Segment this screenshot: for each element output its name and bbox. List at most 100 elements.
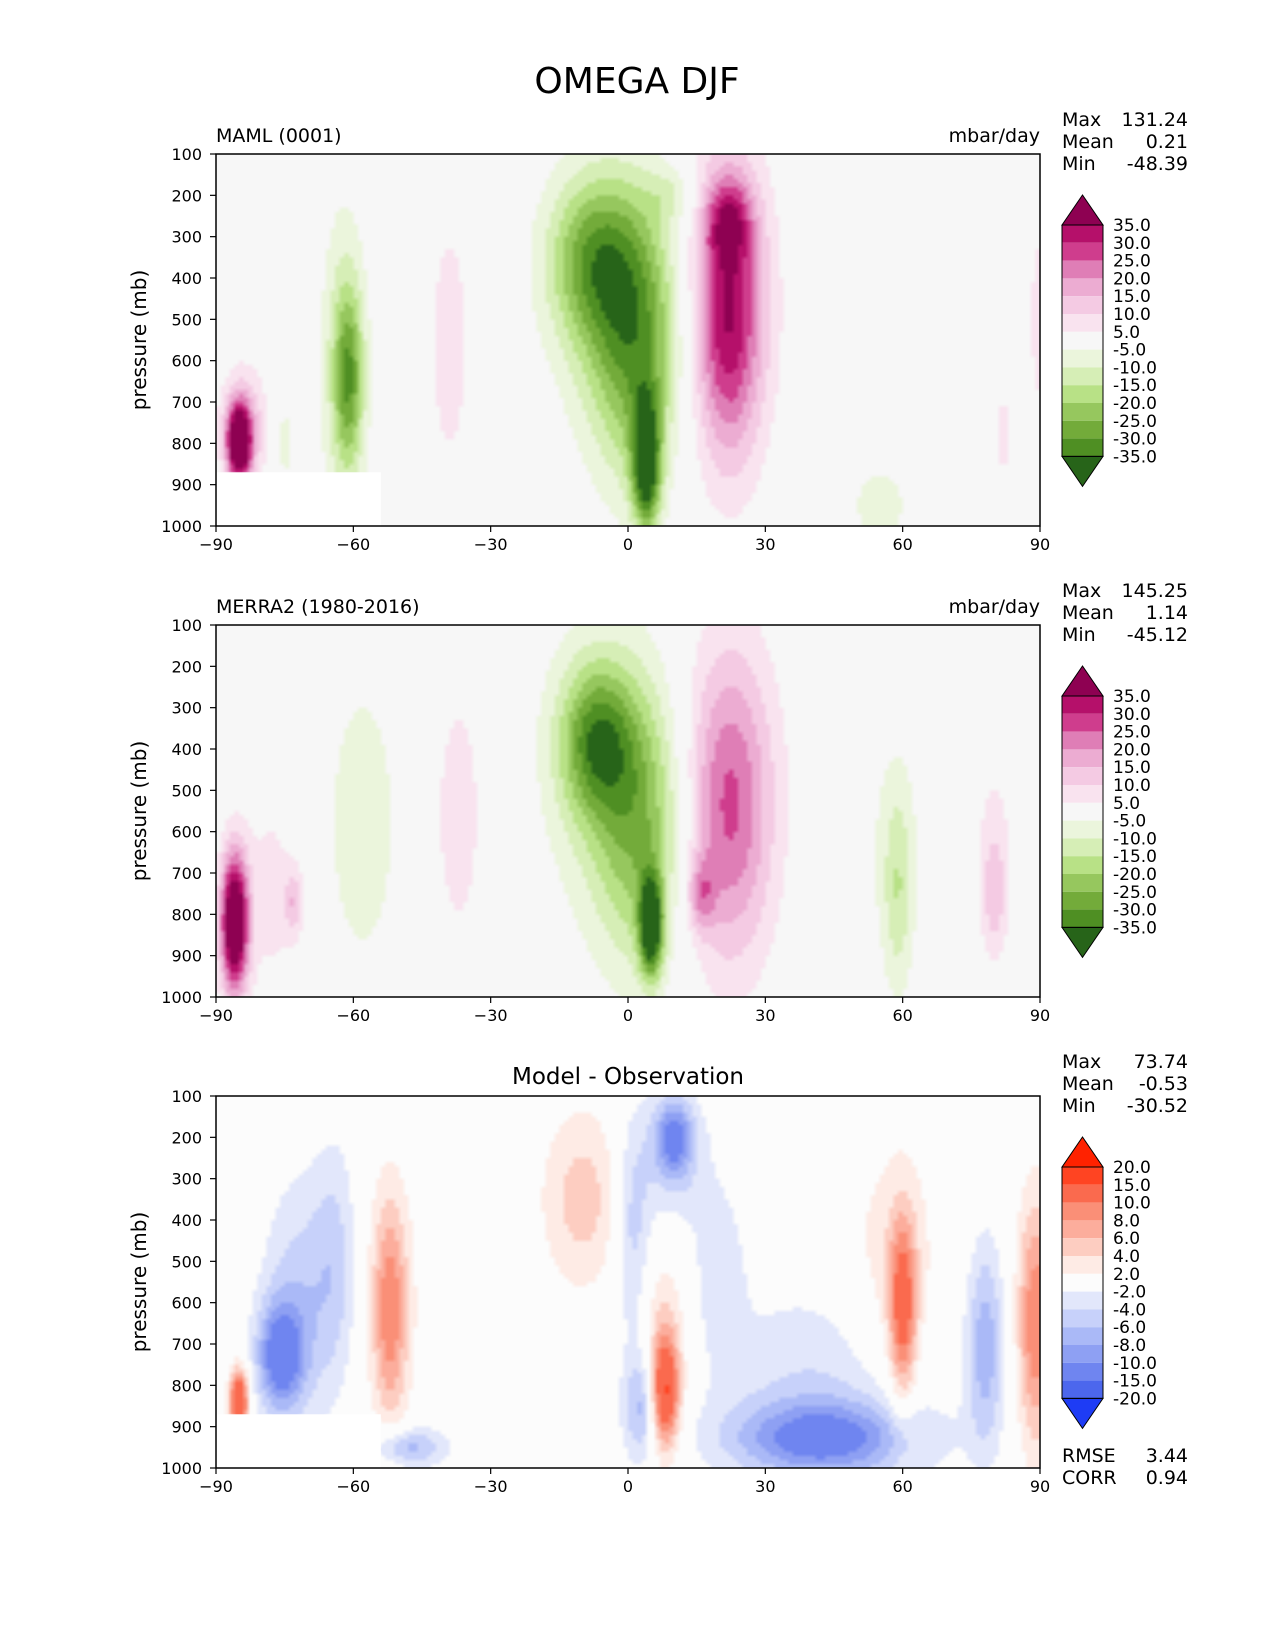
colorbar-label: 8.0 [1113,1211,1140,1231]
x-tick-label: −30 [474,1477,508,1496]
y-tick-label: 200 [171,1128,202,1147]
stat-name: Max [1062,109,1101,131]
colorbar: 20.015.010.08.06.04.02.0-2.0-4.0-6.0-8.0… [1061,1136,1157,1430]
y-axis-label: pressure (mb) [127,741,151,882]
colorbar-swatch [1062,1238,1103,1256]
stat-value: -30.52 [1127,1095,1188,1117]
y-tick-label: 300 [171,228,202,247]
colorbar-label: 20.0 [1113,269,1151,289]
stat-name: Mean [1062,602,1114,624]
colorbar-swatch [1062,713,1103,732]
x-tick-label: 30 [755,1006,775,1025]
colorbar-label: -15.0 [1113,847,1157,867]
x-tick-label: 0 [623,1006,633,1025]
y-tick-label: 1000 [161,517,202,536]
colorbar-swatch [1062,367,1103,386]
field-heatmap [216,154,1040,526]
colorbar-label: -10.0 [1113,358,1157,378]
y-tick-label: 200 [171,186,202,205]
y-tick-label: 800 [171,1376,202,1395]
colorbar-swatch [1062,1309,1103,1328]
colorbar-label: 2.0 [1113,1265,1140,1285]
x-tick-label: 30 [755,1477,775,1496]
figure-title: OMEGA DJF [534,61,739,102]
colorbar-swatch [1062,1327,1103,1345]
colorbar: 35.030.025.020.015.010.05.0-5.0-10.0-15.… [1061,194,1157,488]
panel-units: mbar/day [949,125,1040,147]
x-tick-label: −90 [199,535,233,554]
colorbar-label: -15.0 [1113,376,1157,396]
stat-value: 73.74 [1134,1051,1188,1073]
colorbar-swatch [1062,891,1103,910]
colorbar-min-extension [1061,1397,1104,1430]
stat-name: Min [1062,624,1096,646]
colorbar-swatch [1062,1167,1103,1185]
y-tick-label: 200 [171,657,202,676]
colorbar-swatch [1062,856,1103,874]
colorbar-label: -30.0 [1113,430,1157,450]
panel-units: mbar/day [949,596,1040,618]
colorbar-label: -15.0 [1113,1372,1157,1392]
stat-value: 0.21 [1146,131,1188,153]
stat-value: 131.24 [1122,109,1188,131]
colorbar-label: -10.0 [1113,829,1157,849]
colorbar-swatch [1062,1345,1103,1363]
y-tick-label: 900 [171,476,202,495]
y-tick-label: 800 [171,434,202,453]
colorbar-label: -8.0 [1113,1336,1146,1356]
stat-value: 145.25 [1122,580,1188,602]
colorbar-max-extension [1061,665,1104,697]
x-tick-label: −60 [336,535,370,554]
colorbar-label: 6.0 [1113,1229,1140,1249]
colorbar-label: -25.0 [1113,412,1157,432]
panel-left-title: MERRA2 (1980-2016) [216,596,420,618]
colorbar-label: -2.0 [1113,1283,1146,1303]
colorbar-swatch [1062,749,1103,768]
x-tick-label: 60 [892,1477,912,1496]
colorbar-swatch [1062,1380,1103,1399]
colorbar-label: 15.0 [1113,1176,1151,1196]
y-tick-label: 600 [171,1294,202,1313]
colorbar-max-extension [1061,1136,1104,1168]
colorbar-swatch [1062,420,1103,439]
y-tick-label: 900 [171,947,202,966]
colorbar-swatch [1062,296,1103,314]
colorbar-label: 15.0 [1113,758,1151,778]
colorbar-swatch [1062,349,1103,368]
y-tick-label: 900 [171,1418,202,1437]
colorbar-label: -4.0 [1113,1300,1146,1320]
colorbar-swatch [1062,696,1103,714]
y-tick-label: 700 [171,393,202,412]
masked-region [216,1414,381,1468]
colorbar-label: 15.0 [1113,287,1151,307]
y-axis-label: pressure (mb) [127,270,151,411]
x-tick-label: −60 [336,1006,370,1025]
colorbar-swatch [1062,225,1103,243]
colorbar-label: 30.0 [1113,705,1151,725]
colorbar-min-extension [1061,926,1104,959]
colorbar-label: -5.0 [1113,812,1146,832]
x-tick-label: −90 [199,1477,233,1496]
colorbar-min-extension [1061,455,1104,488]
colorbar-swatch [1062,331,1103,350]
colorbar-swatch [1062,260,1103,279]
stat-name: Min [1062,1095,1096,1117]
stat-value: -0.53 [1139,1073,1188,1095]
colorbar-swatch [1062,385,1103,403]
stat-value: -45.12 [1127,624,1188,646]
colorbar-frame [1061,1166,1104,1399]
stat-name: Max [1062,580,1101,602]
colorbar-swatch [1062,278,1103,297]
y-tick-label: 300 [171,1170,202,1189]
x-tick-label: −30 [474,535,508,554]
colorbar-swatch [1062,1220,1103,1239]
colorbar-label: -6.0 [1113,1318,1146,1338]
field-heatmap [216,625,1040,997]
extra-stat-value: 0.94 [1146,1467,1188,1489]
extra-stat-name: CORR [1062,1467,1117,1489]
stat-value: 1.14 [1146,602,1188,624]
colorbar-swatch [1062,838,1103,857]
